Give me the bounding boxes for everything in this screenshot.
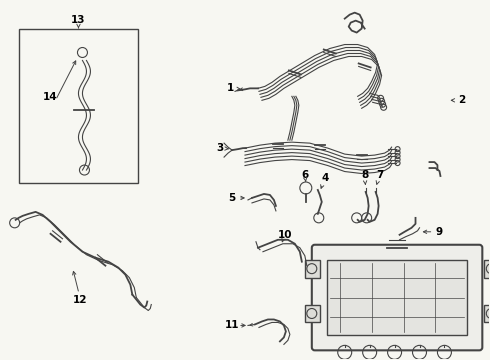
Text: 5: 5 — [228, 193, 236, 203]
Bar — [484, 260, 490, 278]
Text: 2: 2 — [458, 95, 465, 105]
Bar — [327, 260, 467, 336]
Text: 7: 7 — [376, 170, 383, 180]
Text: 8: 8 — [361, 170, 368, 180]
Bar — [19, 28, 138, 183]
FancyBboxPatch shape — [312, 245, 482, 350]
Bar — [484, 305, 490, 323]
Text: 11: 11 — [225, 320, 239, 330]
Text: 13: 13 — [71, 15, 86, 24]
Text: 12: 12 — [73, 294, 88, 305]
Text: 6: 6 — [301, 170, 308, 180]
Text: 9: 9 — [436, 227, 443, 237]
Text: 10: 10 — [278, 230, 292, 240]
Text: 14: 14 — [43, 92, 58, 102]
Text: 3: 3 — [217, 143, 224, 153]
Bar — [305, 305, 320, 323]
Text: 1: 1 — [226, 84, 234, 93]
Bar — [305, 260, 320, 278]
Text: 4: 4 — [321, 173, 328, 183]
